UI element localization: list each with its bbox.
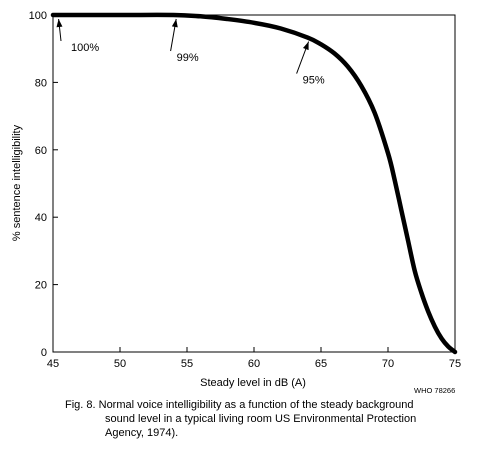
x-tick-label: 65 xyxy=(315,358,327,370)
x-tick-label: 55 xyxy=(181,358,193,370)
caption-line-2: sound level in a typical living room US … xyxy=(105,413,417,425)
y-tick-label: 100 xyxy=(29,10,47,22)
y-tick-label: 40 xyxy=(35,212,47,224)
annotation-arrowhead xyxy=(56,19,63,28)
caption-line-1: Fig. 8. Normal voice intelligibility as … xyxy=(65,399,414,411)
annotation-label: 99% xyxy=(177,52,199,64)
x-tick-label: 70 xyxy=(382,358,394,370)
x-tick-label: 45 xyxy=(47,358,59,370)
series-line xyxy=(50,12,458,355)
x-tick-label: 60 xyxy=(248,358,260,370)
y-tick-label: 20 xyxy=(35,280,47,292)
annotation-arrowhead xyxy=(302,41,309,51)
figure-caption: Fig. 8. Normal voice intelligibility as … xyxy=(65,398,465,440)
figure-code: WHO 78266 xyxy=(414,386,455,395)
annotation-label: 100% xyxy=(71,42,99,54)
x-tick-label: 75 xyxy=(449,358,461,370)
annotation-label: 95% xyxy=(303,75,325,87)
annotation-arrowhead xyxy=(171,19,178,28)
annotations: 100% 99% 95% xyxy=(56,18,325,87)
y-tick-label: 0 xyxy=(41,347,47,359)
x-axis-title: Steady level in dB (A) xyxy=(200,377,306,389)
y-tick-label: 60 xyxy=(35,145,47,157)
caption-line-3: Agency, 1974). xyxy=(105,427,179,439)
x-tick-label: 50 xyxy=(114,358,126,370)
series-layer xyxy=(50,12,458,355)
x-axis-ticks: 45 50 55 60 65 70 75 xyxy=(47,347,461,370)
y-tick-label: 80 xyxy=(35,77,47,89)
y-axis-ticks: 0 20 40 60 80 100 xyxy=(29,10,58,359)
y-axis-title: % sentence intelligibility xyxy=(11,124,23,241)
